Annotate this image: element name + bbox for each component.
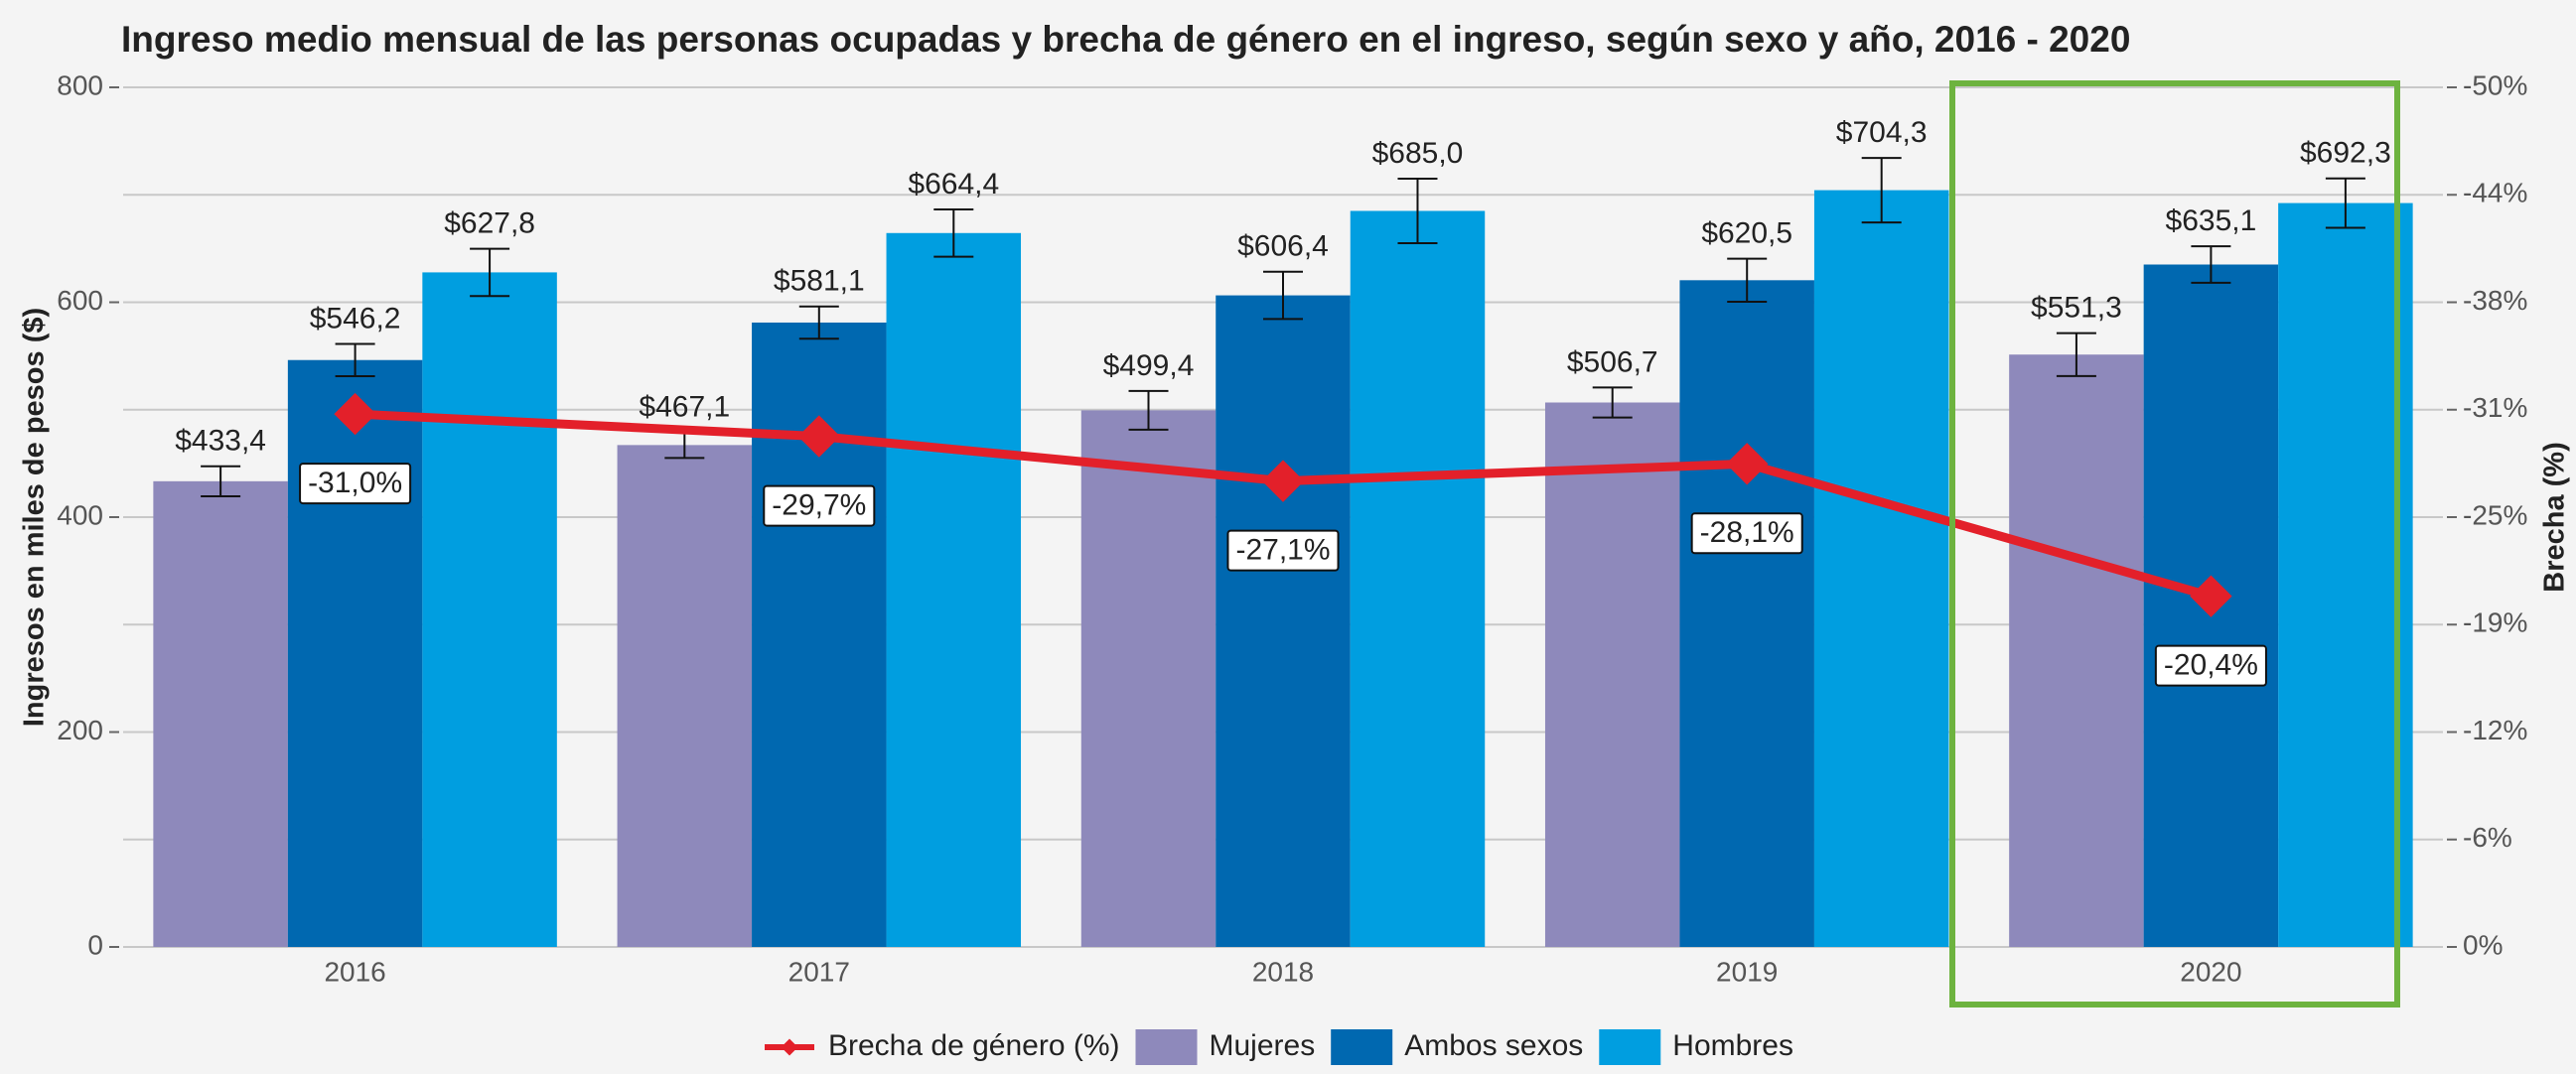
legend-swatch (1135, 1029, 1198, 1065)
line-marker (1725, 443, 1769, 485)
data-label: $499,4 (1103, 349, 1195, 382)
error-bar (201, 465, 241, 497)
y-axis-title: Ingresos en miles de pesos ($) (19, 308, 51, 727)
error-bar (470, 247, 510, 298)
y2-tick-label: -50% (2463, 69, 2527, 100)
y2-tick-label: -44% (2463, 178, 2527, 208)
y2-tick-label: -6% (2463, 822, 2512, 853)
bar (1216, 295, 1351, 947)
legend-label: Ambos sexos (1404, 1029, 1583, 1062)
bar (1679, 280, 1814, 948)
x-tick-label: 2019 (1716, 956, 1778, 987)
bar (153, 480, 288, 947)
data-label-box (1226, 529, 1340, 572)
y-tick-label: 400 (57, 499, 103, 530)
data-label: $635,1 (2166, 204, 2257, 237)
line-marker (1261, 460, 1305, 502)
y-tick-label: 200 (57, 715, 103, 745)
highlight-box (1949, 80, 2400, 1007)
y-tick-label: 0 (87, 929, 103, 960)
y2-tick-label: -12% (2463, 715, 2527, 745)
data-label: -20,4% (2164, 649, 2258, 682)
bar (2278, 202, 2413, 947)
bar (617, 445, 753, 947)
error-bar (2191, 245, 2231, 284)
y2-axis-title: Brecha (%) (2539, 442, 2571, 593)
data-label: $581,1 (774, 265, 865, 298)
data-label: $664,4 (908, 168, 999, 201)
error-bar (335, 342, 375, 377)
y-tick-label: 800 (57, 69, 103, 100)
legend-swatch (1331, 1029, 1393, 1065)
data-label-box (299, 463, 412, 505)
y2-tick-label: -19% (2463, 607, 2527, 638)
data-label: $685,0 (1372, 137, 1464, 170)
error-bar (1592, 386, 1633, 419)
x-tick-label: 2017 (788, 956, 850, 987)
y-tick-label: 600 (57, 285, 103, 316)
error-bar (933, 207, 974, 258)
bar (1813, 190, 1949, 948)
error-bar (798, 305, 839, 340)
data-label: $433,4 (175, 425, 266, 458)
legend-label: Brecha de género (%) (828, 1029, 1120, 1062)
data-label: $606,4 (1237, 230, 1329, 263)
data-label: -28,1% (1700, 516, 1794, 549)
data-label: $692,3 (2300, 137, 2391, 170)
error-bar (2056, 332, 2096, 377)
bar (1544, 402, 1680, 947)
y2-tick-label: -38% (2463, 285, 2527, 316)
data-label: $620,5 (1701, 217, 1792, 250)
x-tick-label: 2018 (1252, 956, 1314, 987)
legend-marker (781, 1038, 798, 1056)
bar (2009, 354, 2144, 947)
error-bar (2325, 177, 2365, 229)
data-label: $704,3 (1836, 116, 1928, 149)
x-tick-label: 2016 (324, 956, 385, 987)
legend-label: Mujeres (1210, 1029, 1316, 1062)
error-bar (1128, 389, 1169, 431)
data-label-box (763, 484, 876, 527)
data-label-box (1690, 512, 1803, 555)
bar (1080, 410, 1216, 947)
legend-label: Hombres (1672, 1029, 1793, 1062)
bar (287, 359, 423, 947)
data-label: $551,3 (2031, 291, 2122, 324)
error-bar (1861, 157, 1902, 224)
error-bar (1397, 178, 1438, 244)
error-bar (1727, 257, 1768, 303)
data-label: -29,7% (772, 489, 866, 522)
bar (1350, 210, 1486, 948)
bar (886, 232, 1022, 948)
bar (422, 272, 557, 947)
data-label: -27,1% (1235, 534, 1330, 567)
line-marker (334, 392, 376, 436)
data-label-box (2154, 644, 2267, 687)
data-label: $627,8 (444, 207, 535, 240)
data-label: $506,7 (1567, 345, 1658, 378)
error-bar (1263, 270, 1303, 321)
data-label: $467,1 (639, 390, 730, 423)
data-label: -31,0% (308, 467, 402, 499)
x-tick-label: 2020 (2180, 956, 2241, 987)
y2-tick-label: -25% (2463, 499, 2527, 530)
legend-swatch (1599, 1029, 1661, 1065)
data-label: $546,2 (310, 302, 401, 335)
chart-title: Ingreso medio mensual de las personas oc… (121, 19, 2130, 60)
y2-tick-label: 0% (2463, 929, 2503, 960)
y2-tick-label: -31% (2463, 392, 2527, 423)
plot: 0% -6% -12% -19% -25% -31% -38% -44% -50% 0 200 400… (57, 69, 2527, 1065)
